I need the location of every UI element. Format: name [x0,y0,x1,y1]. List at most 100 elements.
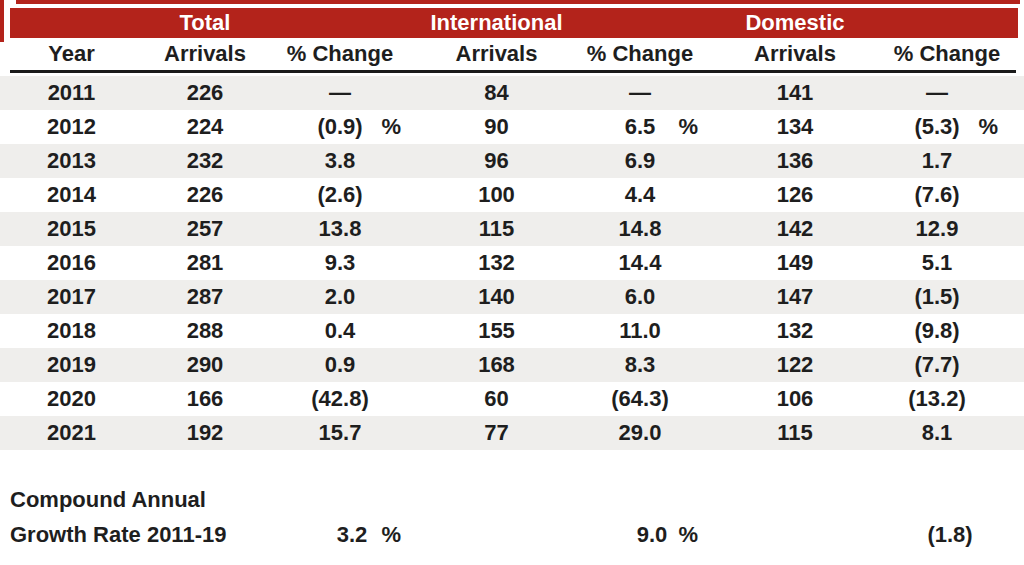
value: 6.5 [625,114,656,140]
intl-pct-change-cell: 6.9 [580,144,700,178]
percent-sign: % [678,522,698,548]
table-row: 2015 257 13.8 115 14.8 142 12.9 [0,212,1024,246]
value: 6.0 [625,284,656,310]
column-header-total-pct-change: % Change [267,38,413,70]
total-pct-change-cell: 2.0 [267,280,413,314]
year-cell: 2020 [0,382,143,416]
value: 8.1 [922,420,953,446]
value: (1.8) [927,522,972,548]
intl-arrivals-cell: 60 [413,382,580,416]
table-row: 2016 281 9.3 132 14.4 149 5.1 [0,246,1024,280]
total-arrivals-cell: 281 [143,246,267,280]
cagr-intl-cell: 9.0% [580,517,700,552]
total-pct-change-cell: — [267,76,413,110]
year-cell: 2011 [0,76,143,110]
cagr-row: Compound Annual Growth Rate 2011-19 3.2%… [0,482,1024,552]
value: (7.7) [914,352,959,378]
domestic-pct-change-cell: 5.1 [890,246,1024,280]
total-pct-change-cell: 15.7 [267,416,413,450]
total-pct-change-cell: 3.8 [267,144,413,178]
arrivals-table: Total International Domestic Year Arriva… [0,0,1024,565]
domestic-arrivals-cell: 115 [700,416,890,450]
intl-pct-change-cell: 29.0 [580,416,700,450]
value: (7.6) [914,182,959,208]
total-arrivals-cell: 224 [143,110,267,144]
group-header-international: International [413,8,580,38]
intl-arrivals-cell: 77 [413,416,580,450]
domestic-pct-change-cell: (1.5) [890,280,1024,314]
column-header-row: Year Arrivals % Change Arrivals % Change… [0,38,1024,70]
year-cell: 2019 [0,348,143,382]
value: — [329,80,351,106]
year-cell: 2018 [0,314,143,348]
value: (0.9) [317,114,362,140]
table-row: 2018 288 0.4 155 11.0 132 (9.8) [0,314,1024,348]
top-red-line [16,0,1020,4]
intl-arrivals-cell: 115 [413,212,580,246]
column-header-intl-pct-change: % Change [580,38,700,70]
value: 12.9 [916,216,959,242]
value: 4.4 [625,182,656,208]
table-row: 2020 166 (42.8) 60 (64.3) 106 (13.2) [0,382,1024,416]
year-cell: 2015 [0,212,143,246]
intl-arrivals-cell: 84 [413,76,580,110]
value: 11.0 [619,318,661,344]
year-cell: 2017 [0,280,143,314]
table-row: 2017 287 2.0 140 6.0 147 (1.5) [0,280,1024,314]
intl-arrivals-cell: 132 [413,246,580,280]
column-header-total-arrivals: Arrivals [143,38,267,70]
value: — [926,80,948,106]
column-header-domestic-arrivals: Arrivals [700,38,890,70]
value: 1.7 [922,148,953,174]
domestic-pct-change-cell: (13.2) [890,382,1024,416]
value: 6.9 [625,148,656,174]
percent-sign: % [978,114,998,140]
value: 8.3 [625,352,656,378]
group-header-domestic: Domestic [700,8,890,38]
domestic-arrivals-cell: 141 [700,76,890,110]
domestic-pct-change-cell: 1.7 [890,144,1024,178]
table-row: 2014 226 (2.6) 100 4.4 126 (7.6) [0,178,1024,212]
domestic-pct-change-cell: (7.7) [890,348,1024,382]
left-red-sliver [0,0,4,42]
value: (5.3) [914,114,959,140]
cagr-total-cell: 3.2% [267,517,413,552]
domestic-arrivals-cell: 126 [700,178,890,212]
domestic-arrivals-cell: 132 [700,314,890,348]
cagr-label: Compound Annual Growth Rate 2011-19 [0,482,267,552]
total-pct-change-cell: (0.9)% [267,110,413,144]
domestic-pct-change-cell: — [890,76,1024,110]
year-cell: 2012 [0,110,143,144]
total-pct-change-cell: 9.3 [267,246,413,280]
cagr-label-line1: Compound Annual [10,482,267,517]
value: (64.3) [611,386,668,412]
year-cell: 2014 [0,178,143,212]
total-arrivals-cell: 257 [143,212,267,246]
intl-arrivals-cell: 155 [413,314,580,348]
percent-sign: % [381,522,401,548]
domestic-arrivals-cell: 149 [700,246,890,280]
total-arrivals-cell: 290 [143,348,267,382]
table-row: 2011 226 — 84 — 141 — [0,76,1024,110]
value: 9.3 [325,250,356,276]
intl-pct-change-cell: 6.0 [580,280,700,314]
table-row: 2019 290 0.9 168 8.3 122 (7.7) [0,348,1024,382]
value: 15.7 [319,420,362,446]
total-arrivals-cell: 166 [143,382,267,416]
value: (42.8) [311,386,368,412]
total-arrivals-cell: 226 [143,76,267,110]
total-arrivals-cell: 232 [143,144,267,178]
value: 2.0 [325,284,356,310]
domestic-pct-change-cell: (7.6) [890,178,1024,212]
total-arrivals-cell: 226 [143,178,267,212]
year-cell: 2021 [0,416,143,450]
value: 13.8 [319,216,362,242]
domestic-pct-change-cell: (5.3)% [890,110,1024,144]
domestic-pct-change-cell: 8.1 [890,416,1024,450]
total-arrivals-cell: 287 [143,280,267,314]
year-cell: 2016 [0,246,143,280]
value: 5.1 [922,250,953,276]
intl-pct-change-cell: 6.5% [580,110,700,144]
total-pct-change-cell: (2.6) [267,178,413,212]
year-cell: 2013 [0,144,143,178]
